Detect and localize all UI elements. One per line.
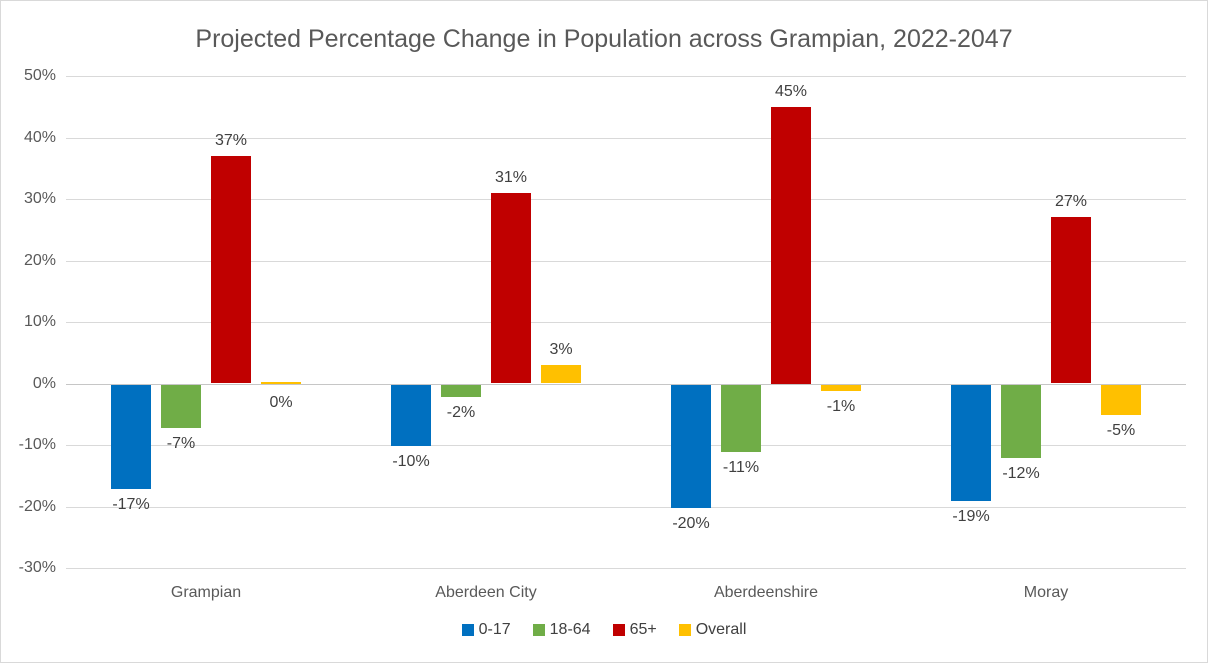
gridline--20% bbox=[66, 506, 1186, 508]
gridline--30% bbox=[66, 568, 1186, 569]
legend: 0-17 18-64 65+ Overall bbox=[1, 621, 1207, 639]
gridline-30% bbox=[66, 199, 1186, 200]
y-tick-label: -30% bbox=[18, 559, 56, 576]
data-label-0-17-Aberdeen City: -10% bbox=[392, 453, 430, 470]
gridline-10% bbox=[66, 322, 1186, 323]
category-label-Moray: Moray bbox=[1023, 584, 1069, 601]
data-label-65+-Grampian: 37% bbox=[214, 131, 248, 149]
bar-0-17-Aberdeenshire bbox=[671, 384, 711, 508]
legend-item-65+: 65+ bbox=[612, 621, 657, 639]
bar-18-64-Aberdeenshire bbox=[721, 384, 761, 453]
bar-0-17-Grampian bbox=[111, 384, 151, 490]
data-label-18-64-Moray: -12% bbox=[1002, 465, 1040, 483]
bar-18-64-Grampian bbox=[161, 384, 201, 428]
data-label-65+-Moray: 27% bbox=[1054, 193, 1088, 211]
category-label-Grampian: Grampian bbox=[170, 584, 242, 601]
bar-0-17-Aberdeen City bbox=[391, 384, 431, 446]
legend-swatch-18-64 bbox=[532, 624, 545, 636]
bar-Overall-Grampian bbox=[261, 381, 301, 384]
gridline-40% bbox=[66, 137, 1186, 139]
y-tick-label: -20% bbox=[18, 497, 56, 515]
data-label-0-17-Grampian: -17% bbox=[112, 496, 150, 514]
y-tick-label: 30% bbox=[23, 190, 56, 207]
y-tick-label: -10% bbox=[18, 436, 56, 453]
bar-Overall-Moray bbox=[1101, 384, 1141, 416]
legend-label-18-64: 18-64 bbox=[549, 621, 591, 638]
data-label-18-64-Aberdeenshire: -11% bbox=[722, 459, 760, 477]
gridline--10% bbox=[66, 445, 1186, 446]
data-label-65+-Aberdeenshire: 45% bbox=[774, 82, 808, 100]
y-tick-label: 20% bbox=[23, 251, 56, 269]
chart-title: Projected Percentage Change in Populatio… bbox=[195, 25, 1013, 53]
data-label-Overall-Moray: -5% bbox=[1106, 422, 1136, 440]
data-label-0-17-Moray: -19% bbox=[952, 508, 990, 526]
bar-Overall-Aberdeen City bbox=[541, 365, 581, 384]
legend-label-65+: 65+ bbox=[629, 621, 657, 638]
legend-item-0-17: 0-17 bbox=[461, 621, 511, 639]
legend-swatch-Overall bbox=[678, 624, 691, 636]
gridline-0% bbox=[66, 383, 1186, 385]
bar-18-64-Aberdeen City bbox=[441, 384, 481, 397]
legend-swatch-65+ bbox=[612, 624, 625, 636]
data-label-65+-Aberdeen City: 31% bbox=[494, 168, 528, 186]
y-tick-label: 10% bbox=[23, 313, 56, 330]
y-tick-label: 50% bbox=[23, 67, 56, 84]
bar-0-17-Moray bbox=[951, 384, 991, 502]
gridline-50% bbox=[66, 76, 1186, 77]
bar-65+-Grampian bbox=[211, 155, 251, 384]
category-label-Aberdeen City: Aberdeen City bbox=[435, 584, 537, 601]
data-label-18-64-Grampian: -7% bbox=[166, 434, 196, 452]
legend-label-0-17: 0-17 bbox=[478, 621, 511, 638]
legend-swatch-0-17 bbox=[461, 624, 474, 636]
data-label-Overall-Aberdeenshire: -1% bbox=[826, 397, 856, 415]
y-tick-label: 0% bbox=[32, 374, 56, 392]
bar-65+-Aberdeen City bbox=[491, 192, 531, 384]
y-tick-label: 40% bbox=[23, 128, 56, 146]
gridline-20% bbox=[66, 260, 1186, 262]
data-label-18-64-Aberdeen City: -2% bbox=[446, 403, 476, 421]
bar-65+-Moray bbox=[1051, 217, 1091, 384]
legend-item-Overall: Overall bbox=[678, 621, 747, 639]
data-label-Overall-Grampian: 0% bbox=[269, 393, 293, 411]
bar-Overall-Aberdeenshire bbox=[821, 384, 861, 391]
category-label-Aberdeenshire: Aberdeenshire bbox=[713, 584, 819, 601]
legend-label-Overall: Overall bbox=[695, 621, 747, 638]
bar-65+-Aberdeenshire bbox=[771, 106, 811, 384]
bar-18-64-Moray bbox=[1001, 384, 1041, 459]
data-label-Overall-Aberdeen City: 3% bbox=[549, 341, 573, 359]
data-label-0-17-Aberdeenshire: -20% bbox=[672, 514, 710, 532]
legend-item-18-64: 18-64 bbox=[532, 621, 591, 639]
